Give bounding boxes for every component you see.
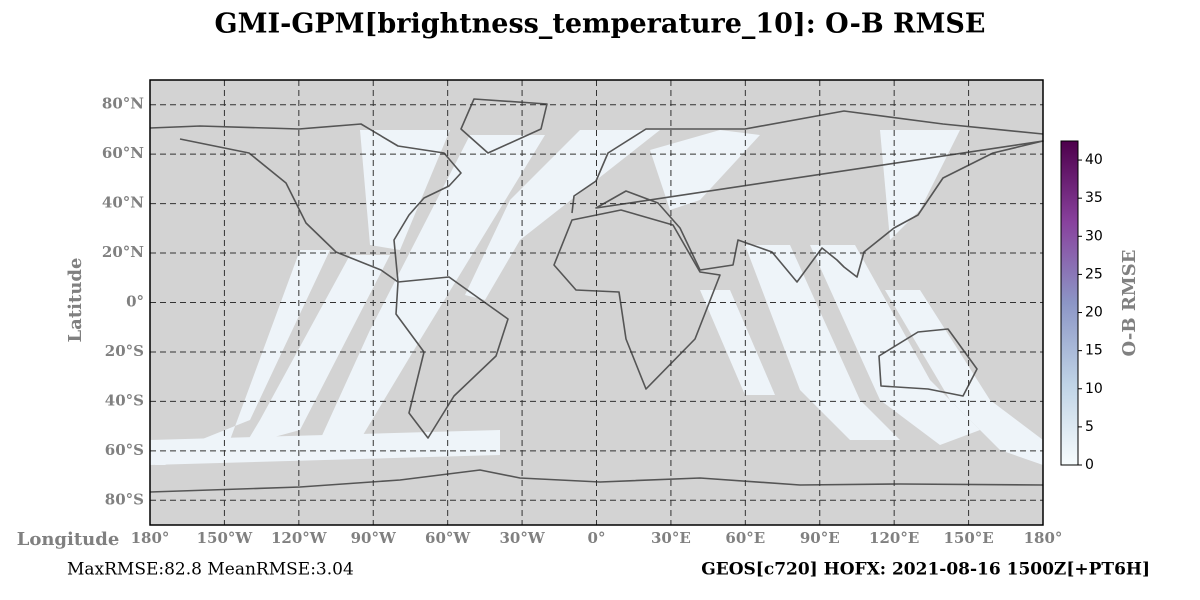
y-tick-label: 80°N (102, 95, 144, 113)
coastline (553, 209, 721, 390)
stats: MaxRMSE:82.8 MeanRMSE:3.04 (67, 560, 354, 580)
swaths (150, 130, 1043, 465)
swath (700, 290, 775, 395)
x-axis-label: Longitude (17, 529, 120, 550)
swath (810, 245, 980, 445)
x-tick-label: 60°E (725, 529, 765, 547)
colorbar-label: O-B RMSE (1119, 250, 1140, 357)
x-tick-label: 120°W (271, 529, 328, 547)
coastline (571, 110, 1044, 283)
x-tick-label: 120°E (869, 529, 919, 547)
map-frame (149, 79, 1044, 526)
x-tick-label: 180° (1024, 529, 1063, 547)
y-tick-label: 20°S (105, 342, 144, 360)
swath (465, 130, 660, 300)
y-tick-label: 80°S (105, 490, 144, 508)
swath (320, 135, 545, 440)
x-tick-label: 0° (588, 529, 606, 547)
x-tick-label: 90°W (351, 529, 397, 547)
colorbar-tick-label: 0 (1085, 457, 1094, 473)
y-tick-label: 0° (126, 293, 144, 311)
colorbar-tick-label: 10 (1085, 381, 1103, 397)
swath (360, 130, 450, 250)
y-tick-label: 60°N (102, 144, 144, 162)
coastline (460, 98, 548, 154)
coastline (878, 328, 978, 397)
x-tick-label: 30°E (651, 529, 691, 547)
coastline (395, 276, 509, 439)
map (149, 79, 1044, 526)
x-tick-label: 90°E (800, 529, 840, 547)
y-axis-label: Latitude (65, 258, 86, 343)
y-tick-label: 20°N (102, 243, 144, 261)
x-tick-label: 150°E (943, 529, 993, 547)
x-tick-label: 150°W (197, 529, 254, 547)
swath (885, 290, 1043, 465)
x-tick-label: 180° (131, 529, 170, 547)
colorbar-tick-label: 15 (1085, 343, 1103, 359)
colorbar-tick-label: 30 (1085, 228, 1103, 244)
footer: GEOS[c720] HOFX: 2021-08-16 1500Z[+PT6H] (701, 560, 1150, 580)
swath (650, 130, 760, 210)
swath (155, 250, 330, 465)
colorbar-tick-label: 20 (1085, 305, 1103, 321)
swath (150, 430, 500, 465)
coastline (149, 123, 462, 283)
y-tick-label: 60°S (105, 441, 144, 459)
y-tick-label: 40°S (105, 391, 144, 409)
swath (745, 245, 900, 440)
x-tick-label: 30°W (499, 529, 545, 547)
x-tick-label: 60°W (425, 529, 471, 547)
coastlines (149, 98, 1044, 493)
colorbar-tick-label: 25 (1085, 266, 1103, 282)
swath (880, 130, 960, 240)
coastline (149, 469, 1044, 493)
colorbar-tick-label: 40 (1085, 152, 1103, 168)
y-tick-label: 40°N (102, 194, 144, 212)
chart-title: GMI-GPM[brightness_temperature_10]: O-B … (215, 9, 986, 40)
colorbar-tick-label: 5 (1085, 419, 1094, 435)
colorbar (1060, 140, 1079, 466)
colorbar-tick-label: 35 (1085, 190, 1103, 206)
